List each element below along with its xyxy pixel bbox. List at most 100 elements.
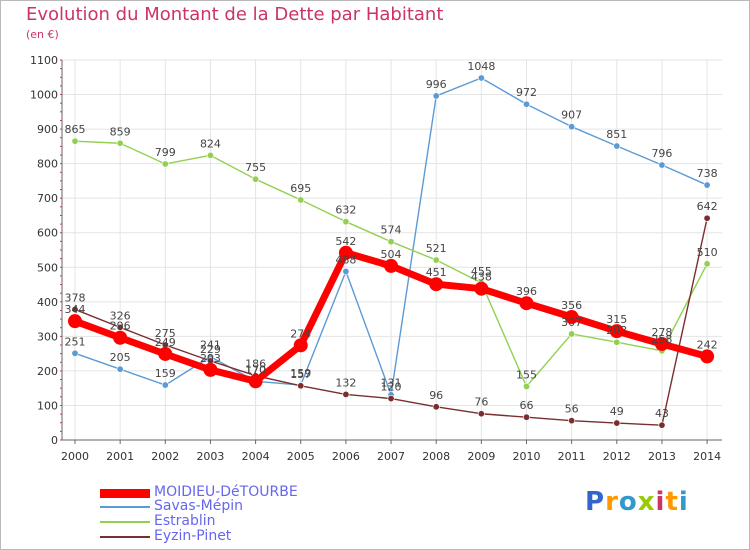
data-point [71, 349, 79, 357]
data-label: 396 [516, 285, 537, 298]
data-point [522, 100, 530, 108]
x-tick-label: 2009 [467, 450, 495, 463]
legend-label-eyzin: Eyzin-Pinet [154, 528, 232, 544]
data-label: 49 [610, 405, 624, 418]
logo-letter: i [678, 487, 689, 517]
data-point [293, 338, 308, 353]
data-point [116, 323, 124, 331]
data-label: 455 [471, 265, 492, 278]
data-label: 972 [516, 86, 537, 99]
x-tick-label: 2013 [648, 450, 676, 463]
proxiti-logo: Proxiti [585, 487, 689, 517]
data-label: 229 [200, 343, 221, 356]
data-label: 799 [155, 146, 176, 159]
data-point [519, 296, 534, 311]
legend-swatch-estrablin [100, 521, 150, 523]
x-tick-label: 2010 [513, 450, 541, 463]
y-tick-label: 1000 [30, 89, 58, 102]
legend-label-moidieu: MOIDIEU-DéTOURBE [154, 484, 298, 500]
data-point [113, 330, 128, 345]
data-point [297, 382, 305, 390]
logo-letter: t [665, 487, 679, 517]
data-point [432, 92, 440, 100]
data-point [432, 256, 440, 264]
x-tick-label: 2004 [242, 450, 270, 463]
data-label: 274 [290, 327, 311, 340]
data-label: 755 [245, 161, 266, 174]
data-label: 378 [65, 291, 86, 304]
data-label: 542 [335, 235, 356, 248]
data-label: 326 [110, 309, 131, 322]
data-label: 120 [381, 381, 402, 394]
series-lines [68, 74, 715, 429]
data-point [654, 336, 669, 351]
data-label: 170 [245, 363, 266, 376]
data-point [158, 346, 173, 361]
data-label: 488 [335, 253, 356, 266]
data-point [338, 245, 353, 260]
data-label: 131 [381, 377, 402, 390]
data-point [116, 365, 124, 373]
data-label: 170 [245, 363, 266, 376]
data-label: 275 [155, 327, 176, 340]
y-tick-label: 100 [37, 399, 58, 412]
data-point [564, 310, 579, 325]
data-label: 510 [697, 246, 718, 259]
data-point [342, 390, 350, 398]
legend-label-estrablin: Estrablin [154, 513, 216, 529]
data-label: 296 [110, 320, 131, 333]
data-label: 132 [335, 376, 356, 389]
data-point [477, 74, 485, 82]
data-label: 451 [426, 266, 447, 279]
data-point [387, 395, 395, 403]
data-label: 996 [426, 78, 447, 91]
data-label: 504 [381, 248, 402, 261]
data-point [387, 238, 395, 246]
data-point [658, 421, 666, 429]
data-point [161, 381, 169, 389]
data-point [116, 139, 124, 147]
data-point [613, 419, 621, 427]
data-label: 438 [471, 271, 492, 284]
data-point [342, 267, 350, 275]
data-point [700, 349, 715, 364]
data-point [248, 374, 263, 389]
data-point [161, 160, 169, 168]
data-point [522, 382, 530, 390]
chart-title: Evolution du Montant de la Dette par Hab… [26, 4, 444, 25]
y-tick-label: 600 [37, 227, 58, 240]
data-point [203, 362, 218, 377]
x-tick-label: 2014 [693, 450, 721, 463]
legend-swatch-moidieu [100, 489, 150, 498]
legend-swatch-savas [100, 506, 150, 508]
y-tick-label: 400 [37, 296, 58, 309]
data-point [71, 137, 79, 145]
y-tick-label: 0 [51, 434, 58, 447]
data-label: 283 [606, 324, 627, 337]
y-tick-label: 200 [37, 365, 58, 378]
data-label: 186 [245, 358, 266, 371]
data-label: 851 [606, 128, 627, 141]
y-tick-label: 300 [37, 330, 58, 343]
data-label: 521 [426, 242, 447, 255]
data-labels: 251 205 159 241 170 159 488 131 996 1048 972 907 851… [65, 60, 718, 420]
data-point [206, 151, 214, 159]
data-point [568, 123, 576, 131]
data-label: 356 [561, 299, 582, 312]
data-label: 96 [429, 389, 443, 402]
data-label: 205 [110, 351, 131, 364]
data-label: 632 [335, 204, 356, 217]
x-tick-label: 2005 [287, 450, 315, 463]
data-point [613, 338, 621, 346]
logo-letter: i [655, 487, 666, 517]
logo-letter: P [585, 487, 606, 517]
data-label: 307 [561, 316, 582, 329]
data-label: 249 [155, 336, 176, 349]
data-label: 241 [200, 339, 221, 352]
data-label: 43 [655, 407, 669, 420]
data-point [658, 161, 666, 169]
data-label: 258 [651, 333, 672, 346]
data-label: 1048 [467, 60, 495, 73]
